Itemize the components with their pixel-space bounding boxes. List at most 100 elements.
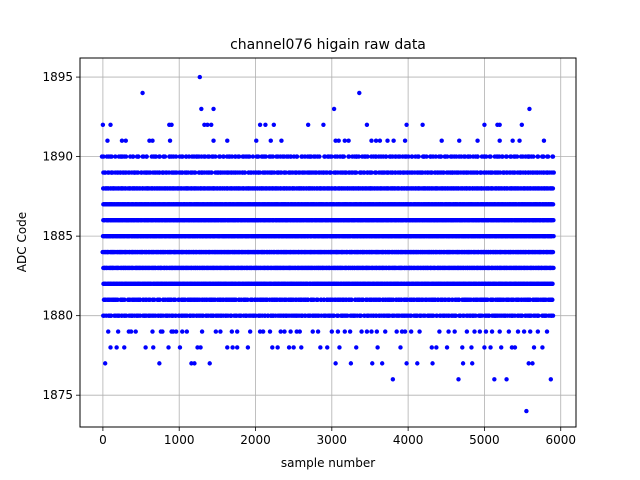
data-point [415,361,420,366]
data-point [360,297,366,302]
data-point [122,297,127,302]
data-point [497,329,502,334]
data-point [506,329,512,334]
data-point [286,345,292,350]
data-point [115,329,121,334]
data-point [278,329,283,334]
data-point [408,329,414,334]
data-point [399,329,405,334]
data-point [374,329,380,334]
data-point [452,329,457,334]
data-point [524,408,529,414]
data-point [160,329,165,334]
data-point [550,186,556,191]
data-point [331,313,337,318]
data-point [207,361,212,366]
data-point [321,297,327,302]
data-point [157,361,162,366]
data-point [512,345,518,350]
data-point [398,345,403,350]
data-point [335,329,341,334]
data-point [315,329,321,334]
data-point [166,345,171,350]
data-point [464,329,470,334]
data-point [460,345,465,350]
data-point [434,313,439,318]
data-point [477,329,483,334]
data-point [229,329,235,334]
data-point [345,313,350,318]
data-point [282,329,287,334]
data-point [325,345,330,350]
data-point [349,297,354,302]
data-point [213,329,219,334]
data-point [209,170,214,175]
data-point [431,313,436,318]
data-point [429,345,434,350]
data-point [383,329,388,334]
data-point [108,345,113,350]
data-point [170,329,176,334]
data-point [456,297,462,302]
data-point [404,361,409,366]
data-point [225,345,230,350]
data-point [550,249,556,255]
data-point [310,329,315,334]
data-point [305,297,311,302]
data-point [550,313,556,318]
data-point [379,361,385,366]
data-point [526,361,531,366]
data-point [550,281,555,287]
data-point [189,361,194,366]
data-point [470,361,475,366]
data-point [453,313,458,318]
data-point [102,361,108,366]
data-point [434,345,439,350]
data-point [234,345,240,350]
data-point [544,329,550,334]
data-point [315,297,320,302]
data-point [230,345,235,350]
data-point [177,345,183,350]
data-point [152,297,157,302]
data-point [294,329,299,334]
data-point [437,329,442,334]
data-point [446,329,451,334]
data-point [456,377,461,382]
data-point [106,329,111,334]
data-point [359,329,364,334]
data-point [247,329,253,334]
data-point [489,329,495,334]
data-point [253,313,258,318]
data-point [114,345,119,350]
data-point [472,329,477,334]
data-point [347,329,353,334]
data-point [394,329,399,334]
data-point [128,329,134,334]
data-point [173,329,179,334]
data-point [417,329,422,334]
data-point [288,329,293,334]
data-point [108,313,114,318]
data-point [364,329,370,334]
data-point [519,313,525,318]
data-point [348,361,354,366]
data-point [245,345,251,350]
data-point [157,297,162,302]
data-point [318,345,323,350]
data-point [515,297,521,302]
data-point [483,329,489,334]
data-point [329,329,335,334]
data-point [358,313,364,318]
data-point [535,329,541,334]
data-point [460,361,466,366]
data-point [150,329,155,334]
data-point [482,345,487,350]
data-point [270,345,275,350]
data-point [486,313,492,318]
data-point [457,313,463,318]
data-point [275,345,280,350]
data-point [260,329,266,334]
data-point [299,345,304,350]
